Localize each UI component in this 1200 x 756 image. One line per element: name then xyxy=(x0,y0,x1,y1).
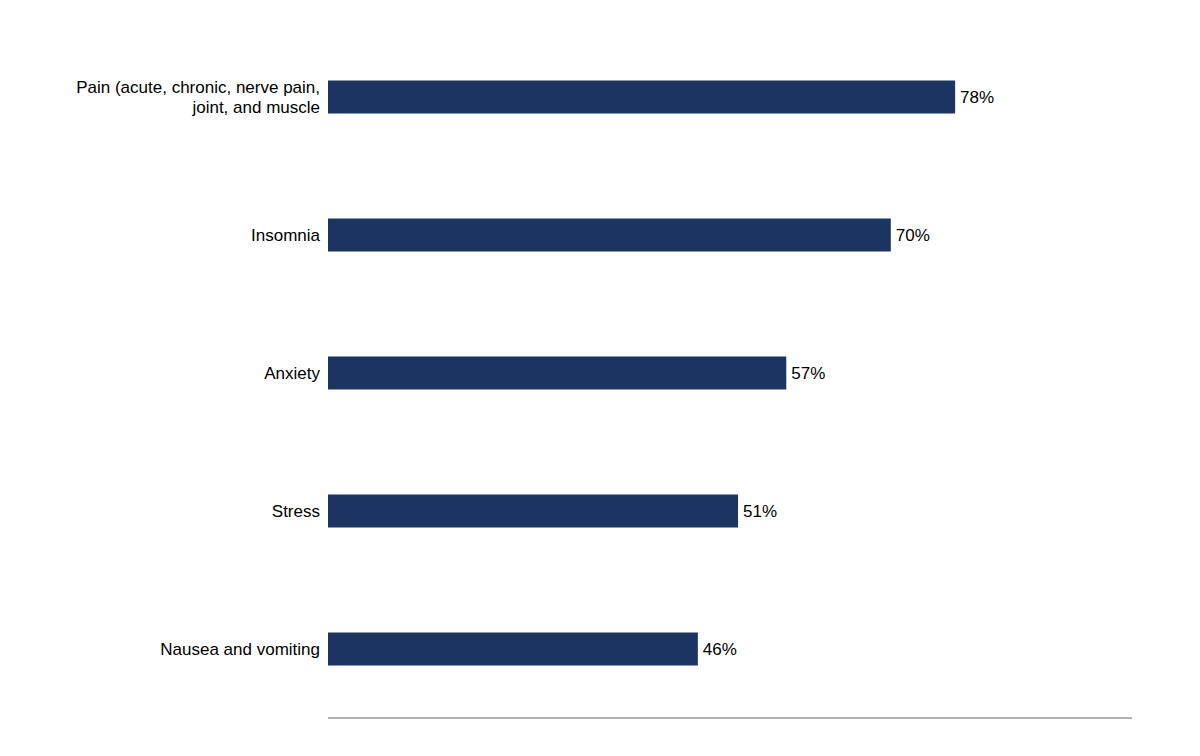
svg-text:46%: 46% xyxy=(703,640,737,659)
svg-text:Anxiety: Anxiety xyxy=(264,364,320,383)
svg-text:Nausea and vomiting: Nausea and vomiting xyxy=(160,640,320,659)
svg-text:57%: 57% xyxy=(791,364,825,383)
svg-text:78%: 78% xyxy=(960,88,994,107)
svg-text:Stress: Stress xyxy=(272,502,320,521)
svg-text:Insomnia: Insomnia xyxy=(251,226,321,245)
svg-text:70%: 70% xyxy=(896,226,930,245)
svg-text:51%: 51% xyxy=(743,502,777,521)
svg-text:Pain (acute, chronic, nerve pa: Pain (acute, chronic, nerve pain,joint, … xyxy=(76,78,320,117)
